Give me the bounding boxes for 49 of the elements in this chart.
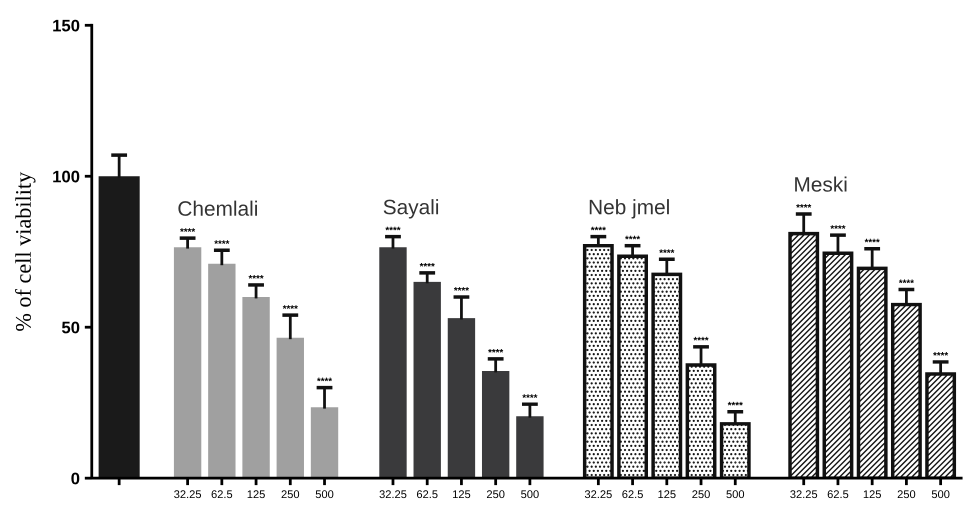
x-tick-label: 32.25 — [174, 490, 202, 498]
data-label: **** — [728, 402, 743, 406]
x-tick-label: 32.25 — [584, 490, 612, 498]
data-label: **** — [590, 226, 606, 230]
series-label: Chemlali — [178, 200, 257, 216]
data-label: **** — [796, 204, 812, 208]
data-label: **** — [488, 349, 504, 353]
data-label: **** — [316, 378, 332, 382]
x-tick-label: 250 — [282, 490, 300, 498]
data-label: **** — [385, 226, 401, 230]
x-tick-label: 500 — [932, 490, 950, 498]
series-label: Neb jmel — [590, 199, 669, 219]
x-tick-label: 32.25 — [380, 490, 406, 498]
x-tick-label: 500 — [316, 490, 334, 498]
data-label: **** — [864, 238, 880, 242]
x-tick-label: 250 — [898, 490, 916, 498]
y-tick-label: 100 — [53, 170, 80, 182]
data-label: **** — [659, 249, 674, 253]
y-tick-label: 0 — [71, 472, 80, 484]
x-tick-label: 125 — [453, 490, 470, 498]
x-tick-label: 500 — [726, 490, 744, 498]
x-tick-label: 500 — [521, 490, 539, 498]
data-label: **** — [625, 236, 640, 240]
data-label: **** — [522, 394, 538, 398]
x-tick-label: 125 — [658, 490, 676, 498]
data-label: **** — [214, 240, 230, 244]
x-tick-label: 62.5 — [212, 490, 232, 498]
x-tick-label: 125 — [248, 490, 265, 498]
data-label: **** — [830, 225, 846, 229]
y-axis-title: % of cell viability — [15, 172, 36, 331]
data-label: **** — [180, 228, 196, 232]
x-tick-label: 62.5 — [828, 490, 848, 498]
text: Meski — [795, 176, 846, 192]
data-label: **** — [933, 352, 948, 356]
data-label: **** — [248, 275, 264, 279]
x-tick-label: 125 — [864, 490, 881, 498]
data-label: **** — [693, 336, 709, 341]
series-label: Sayali — [384, 199, 438, 219]
data-label: **** — [898, 280, 914, 284]
x-tick-label: 62.5 — [622, 490, 643, 498]
x-tick-label: 62.5 — [416, 490, 438, 498]
y-tick-label: 50 — [62, 322, 80, 334]
data-label: **** — [454, 287, 469, 291]
data-label: **** — [420, 262, 435, 267]
x-tick-label: 32.25 — [790, 490, 818, 498]
data-label: **** — [282, 305, 298, 309]
x-tick-label: 250 — [486, 490, 504, 498]
y-tick-label: 150 — [53, 20, 80, 32]
x-tick-label: 250 — [692, 490, 710, 498]
